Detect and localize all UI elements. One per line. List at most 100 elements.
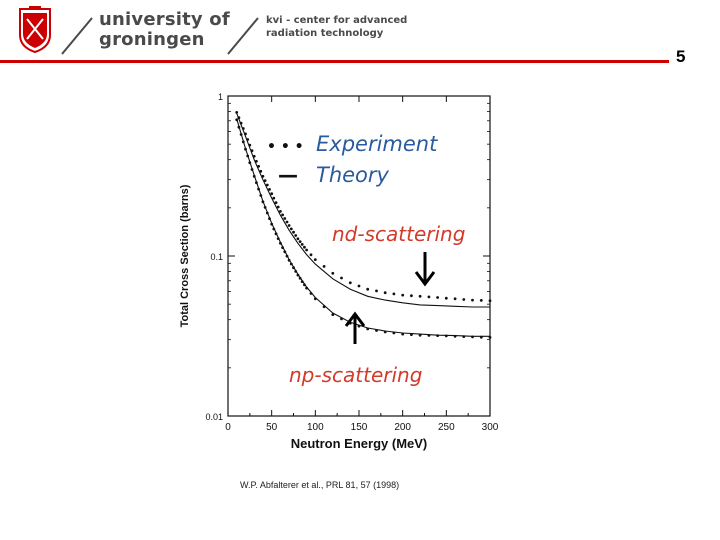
experiment-point-nd-scattering <box>261 174 265 178</box>
legend-theory-symbol: — <box>278 163 298 187</box>
page-number: 5 <box>676 47 686 66</box>
theory-line-np-scattering <box>236 118 490 337</box>
university-crest-icon <box>19 6 51 53</box>
citation-text: W.P. Abfalterer et al., PRL 81, 57 (1998… <box>240 480 400 490</box>
x-tick-label: 300 <box>482 422 499 433</box>
experiment-point-nd-scattering <box>453 297 457 301</box>
experiment-point-np-scattering <box>257 187 260 191</box>
experiment-point-np-scattering <box>261 200 265 204</box>
experiment-point-np-scattering <box>357 324 361 328</box>
cross-section-chart: 0 50 100 150 200 250 300 0.01 0.1 1 Neutron Energ… <box>179 92 499 451</box>
experiment-point-np-scattering <box>276 237 280 241</box>
experiment-point-np-scattering <box>237 125 241 129</box>
y-tick-label: 1 <box>218 92 223 102</box>
experiment-point-nd-scattering <box>462 298 466 301</box>
experiment-point-nd-scattering <box>250 149 254 153</box>
experiment-point-nd-scattering <box>488 299 492 303</box>
kvi-name-line2: radiation technology <box>266 28 384 39</box>
experiment-point-nd-scattering <box>292 230 295 234</box>
kvi-name-line1: kvi - center for advanced <box>266 15 408 26</box>
experiment-point-nd-scattering <box>357 284 361 288</box>
x-tick-label: 0 <box>225 422 231 433</box>
experiment-point-nd-scattering <box>246 138 250 141</box>
experiment-point-np-scattering <box>298 276 302 280</box>
experiment-point-nd-scattering <box>252 154 256 158</box>
experiment-point-np-scattering <box>340 317 343 321</box>
experiment-point-np-scattering <box>427 334 431 337</box>
experiment-point-nd-scattering <box>259 169 263 173</box>
experiment-point-nd-scattering <box>366 287 370 291</box>
experiment-point-nd-scattering <box>283 217 287 220</box>
nd-scattering-annotation: nd-scattering <box>332 222 465 246</box>
header-red-rule <box>0 60 669 63</box>
y-axis-label: Total Cross Section (barns) <box>179 184 191 327</box>
experiment-point-nd-scattering <box>298 240 302 244</box>
experiment-point-np-scattering <box>322 305 326 309</box>
experiment-point-nd-scattering <box>375 289 378 293</box>
experiment-point-nd-scattering <box>427 295 431 299</box>
experiment-point-np-scattering <box>263 206 267 209</box>
experiment-point-np-scattering <box>436 334 439 337</box>
experiment-point-nd-scattering <box>309 253 313 257</box>
legend-theory-label: Theory <box>316 163 390 187</box>
series-np-scattering <box>235 118 492 339</box>
experiment-point-nd-scattering <box>239 121 243 125</box>
experiment-point-np-scattering <box>392 331 396 335</box>
experiment-point-np-scattering <box>250 168 254 171</box>
y-tick-label: 0.01 <box>205 412 223 422</box>
experiment-point-nd-scattering <box>392 292 396 296</box>
experiment-point-nd-scattering <box>418 294 422 298</box>
experiment-point-np-scattering <box>285 254 289 258</box>
theory-line-nd-scattering <box>236 113 490 308</box>
experiment-point-nd-scattering <box>268 188 271 191</box>
experiment-point-np-scattering <box>259 194 263 197</box>
experiment-point-nd-scattering <box>348 281 352 285</box>
experiment-point-nd-scattering <box>270 192 274 196</box>
experiment-point-np-scattering <box>270 222 274 226</box>
experiment-point-nd-scattering <box>255 159 258 163</box>
experiment-point-nd-scattering <box>340 276 343 280</box>
experiment-point-nd-scattering <box>272 196 276 200</box>
x-tick-label: 150 <box>351 422 368 433</box>
divider-slash-1 <box>61 17 93 55</box>
experiment-point-np-scattering <box>479 335 483 339</box>
experiment-point-nd-scattering <box>281 213 284 217</box>
experiment-point-nd-scattering <box>274 201 278 204</box>
experiment-point-np-scattering <box>272 227 276 231</box>
experiment-point-nd-scattering <box>300 243 304 246</box>
experiment-point-nd-scattering <box>383 291 387 295</box>
legend-experiment-label: Experiment <box>316 132 438 156</box>
experiment-point-nd-scattering <box>287 224 291 227</box>
university-name-line2: groningen <box>99 29 205 50</box>
x-tick-label: 100 <box>307 422 324 433</box>
experiment-point-np-scattering <box>265 211 269 215</box>
experiment-point-np-scattering <box>248 161 252 165</box>
x-tick-label: 250 <box>438 422 455 433</box>
experiment-point-np-scattering <box>300 280 304 283</box>
university-name-line1: university of <box>99 9 230 30</box>
np-scattering-annotation: np-scattering <box>289 363 422 387</box>
experiment-point-np-scattering <box>281 246 284 250</box>
experiment-point-np-scattering <box>244 147 247 151</box>
header-bar: university of groningen kvi - center for… <box>0 0 720 66</box>
experiment-point-nd-scattering <box>331 271 335 275</box>
experiment-point-nd-scattering <box>294 234 298 237</box>
experiment-point-np-scattering <box>294 270 298 273</box>
experiment-point-np-scattering <box>235 118 239 122</box>
experiment-point-np-scattering <box>331 313 335 316</box>
experiment-point-np-scattering <box>252 174 256 178</box>
experiment-point-np-scattering <box>268 217 271 221</box>
experiment-point-nd-scattering <box>244 132 247 136</box>
experiment-point-np-scattering <box>296 273 300 277</box>
experiment-point-nd-scattering <box>265 183 269 187</box>
x-tick-label: 200 <box>394 422 411 433</box>
experiment-point-np-scattering <box>309 292 313 295</box>
experiment-point-np-scattering <box>410 333 413 336</box>
experiment-point-np-scattering <box>305 286 308 290</box>
experiment-point-nd-scattering <box>322 265 326 268</box>
experiment-point-np-scattering <box>283 250 287 254</box>
experiment-point-nd-scattering <box>235 111 239 114</box>
experiment-point-np-scattering <box>246 154 250 158</box>
legend-experiment-symbol: • • • <box>267 139 304 155</box>
x-axis-label: Neutron Energy (MeV) <box>291 436 428 451</box>
